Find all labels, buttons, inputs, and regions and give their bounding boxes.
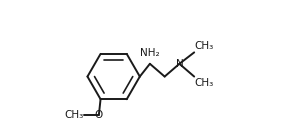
Text: CH₃: CH₃	[195, 78, 214, 88]
Text: NH₂: NH₂	[140, 48, 160, 58]
Text: O: O	[95, 110, 103, 120]
Text: N: N	[176, 59, 183, 69]
Text: CH₃: CH₃	[195, 41, 214, 51]
Text: CH₃: CH₃	[64, 110, 84, 120]
